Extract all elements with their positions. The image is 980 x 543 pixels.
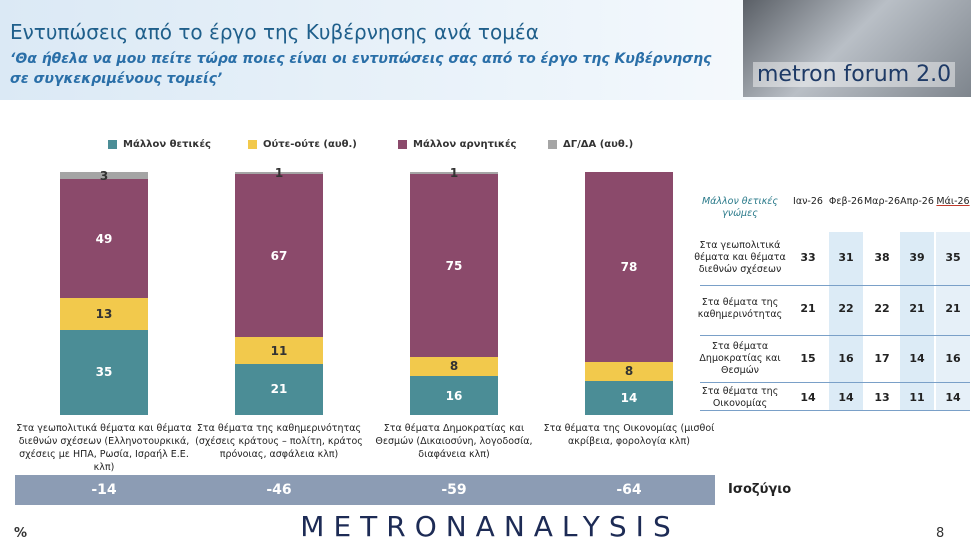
table-row-label: Στα θέματα Δημοκρατίας και Θεσμών — [699, 341, 781, 376]
table-row-rule — [700, 410, 970, 411]
bar-segment — [410, 376, 498, 415]
bar-segment — [60, 298, 148, 330]
balance-value: -46 — [266, 482, 292, 498]
legend-label: Ούτε-ούτε (αυθ.) — [263, 139, 357, 150]
category-label: Στα θέματα της Οικονομίας (μισθοί ακρίβε… — [543, 423, 715, 447]
bar-value-label: 13 — [95, 307, 113, 322]
legend-label: ΔΓ/ΔΑ (αυθ.) — [563, 139, 634, 150]
bar-segment — [235, 363, 323, 415]
unit: % — [14, 526, 28, 541]
category-label: Στα θέματα Δημοκρατίας και Θεσμών (Δικαι… — [375, 423, 533, 460]
legend-item: ΔΓ/ΔΑ (αυθ.) — [548, 139, 633, 150]
balance-value: -64 — [616, 482, 642, 498]
table-cell: 22 — [874, 302, 890, 315]
table-col-shade — [900, 232, 934, 410]
legend-label: Μάλλον αρνητικές — [413, 139, 517, 150]
title: Εντυπώσεις από το έργο της Κυβέρνησης αν… — [10, 20, 539, 44]
bar-value-label: 11 — [270, 343, 288, 358]
bar-value-label: 21 — [270, 382, 288, 397]
bar-value-label: 3 — [99, 168, 109, 183]
table-cell: 14 — [909, 352, 925, 365]
table-cell: 38 — [874, 251, 890, 264]
balance-value: -14 — [91, 482, 117, 498]
legend-item: Μάλλον θετικές — [108, 139, 211, 150]
category-label: Στα γεωπολιτικά θέματα και θέματα διεθνώ… — [16, 423, 192, 473]
legend-item: Ούτε-ούτε (αυθ.) — [248, 139, 357, 150]
table-row-label: Στα γεωπολιτικά θέματα και θέματα διεθνώ… — [694, 240, 786, 275]
bar-value-label: 8 — [624, 364, 634, 379]
table-col-header: Απρ-26 — [900, 196, 934, 207]
table-cell: 11 — [909, 391, 925, 404]
table-col-header: Ιαν-26 — [793, 196, 823, 207]
table-row-rule — [700, 335, 970, 336]
balance-label: Ισοζύγιο — [728, 482, 792, 497]
bar-segment — [60, 329, 148, 415]
bar-value-label: 16 — [445, 388, 463, 403]
table-col-header: Φεβ-26 — [828, 196, 864, 207]
page-number: 8 — [936, 526, 945, 541]
bar-segment — [235, 337, 323, 364]
bar-value-label: 8 — [449, 359, 459, 374]
balance-band — [15, 475, 715, 505]
table-cell: 21 — [800, 302, 816, 315]
table-title: Μάλλον θετικές γνώμες — [701, 196, 779, 219]
table-row-rule — [700, 285, 970, 286]
bar-segment — [585, 380, 673, 415]
category-label: Στα θέματα της καθημερινότητας (σχέσεις … — [195, 423, 363, 460]
table-cell: 21 — [909, 302, 925, 315]
table-cell: 17 — [874, 352, 890, 365]
legend-label: Μάλλον θετικές — [123, 139, 211, 150]
bar-value-label: 78 — [620, 259, 638, 274]
table-col-header: Μαρ-26 — [863, 196, 900, 207]
table-row-label: Στα θέματα της Οικονομίας — [701, 386, 779, 409]
table-col-shade — [829, 232, 863, 410]
table-col-header: Μάι-26 — [936, 196, 970, 207]
table-cell: 39 — [909, 251, 925, 264]
bar-value-label: 49 — [95, 231, 113, 246]
table-cell: 14 — [800, 391, 816, 404]
bar-value-label: 67 — [270, 248, 288, 263]
bar-value-label: 14 — [620, 390, 638, 405]
bar-value-label: 1 — [274, 166, 284, 181]
legend-swatch — [548, 140, 557, 149]
table-col-shade — [936, 232, 970, 410]
table-cell: 22 — [838, 302, 854, 315]
table-cell: 31 — [838, 251, 854, 264]
table-cell: 21 — [945, 302, 961, 315]
table-cell: 16 — [945, 352, 961, 365]
bar-segment — [410, 174, 498, 357]
legend-item: Μάλλον αρνητικές — [398, 139, 516, 150]
bar-value-label: 35 — [95, 365, 113, 380]
subtitle: ‘Θα ήθελα να μου πείτε τώρα ποιες είναι … — [10, 51, 712, 87]
bar-segment — [585, 361, 673, 381]
legend-swatch — [108, 140, 117, 149]
table-cell: 16 — [838, 352, 854, 365]
table-row-label: Στα θέματα της καθημερινότητας — [697, 297, 783, 320]
bar-segment — [60, 179, 148, 299]
bar-segment — [60, 172, 148, 180]
legend-swatch — [248, 140, 257, 149]
bar-segment — [410, 356, 498, 377]
table-cell: 35 — [945, 251, 961, 264]
logo: metron forum 2.0 — [743, 0, 971, 97]
table-cell: 13 — [874, 391, 890, 404]
table-cell: 14 — [838, 391, 854, 404]
table-cell: 14 — [945, 391, 961, 404]
bar-value-label: 75 — [445, 258, 463, 273]
table-cell: 15 — [800, 352, 816, 365]
brand: METRONANALYSIS — [300, 510, 680, 543]
balance-value: -59 — [441, 482, 467, 498]
bar-segment — [585, 172, 673, 362]
legend-swatch — [398, 140, 407, 149]
bar-segment — [235, 174, 323, 338]
table-cell: 33 — [800, 251, 816, 264]
bar-value-label: 1 — [449, 166, 459, 181]
logo-text: metron forum 2.0 — [753, 62, 956, 87]
bar-segment — [235, 172, 323, 175]
table-row-rule — [700, 382, 970, 383]
bar-segment — [410, 172, 498, 175]
